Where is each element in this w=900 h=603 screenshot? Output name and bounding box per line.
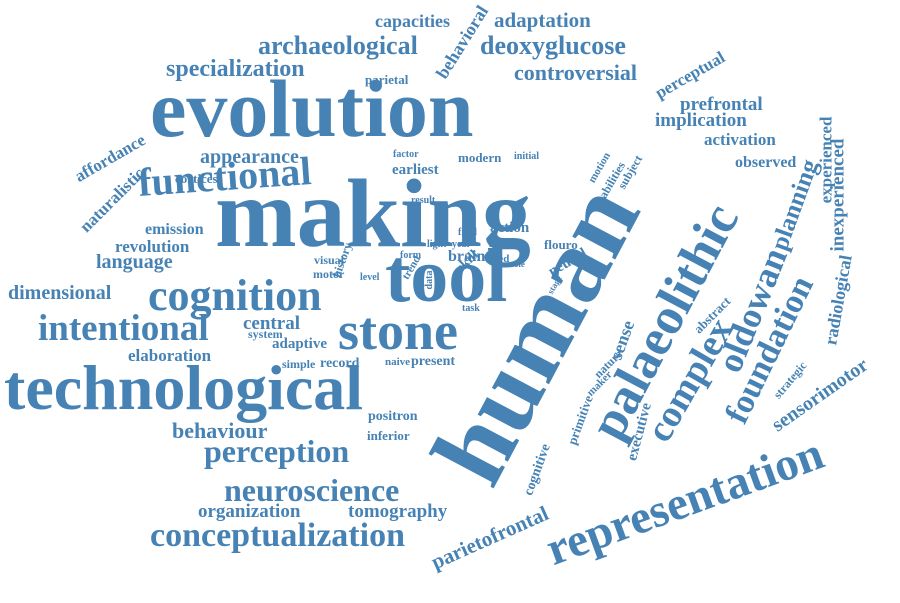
word-specialization: specialization — [166, 56, 305, 82]
word-brain: brain — [448, 248, 486, 265]
word-representation: representation — [539, 427, 831, 576]
word-dimensional: dimensional — [8, 282, 112, 304]
word-stone: stone — [338, 301, 458, 361]
word-data: data — [424, 270, 435, 290]
word-prefrontal: prefrontal — [680, 94, 763, 115]
word-evolution: evolution — [150, 63, 474, 154]
word-technological: technological — [4, 352, 364, 423]
word-flouro: flouro — [544, 237, 578, 252]
word-neuroscience: neuroscience — [224, 472, 400, 508]
word-controversial: controversial — [514, 60, 638, 85]
word-deoxyglucose: deoxyglucose — [480, 31, 626, 60]
word-radiological: radiological — [820, 253, 856, 347]
word-activation: activation — [704, 130, 776, 149]
word-adaptation: adaptation — [494, 8, 591, 32]
word-earliest: earliest — [392, 162, 439, 178]
word-elaboration: elaboration — [128, 346, 212, 365]
word-level: level — [360, 272, 380, 283]
word-simple: simple — [282, 357, 316, 371]
word-system: system — [248, 327, 283, 341]
word-appearance: appearance — [200, 146, 299, 168]
word-capacities: capacities — [375, 11, 450, 31]
word-tomography: tomography — [348, 501, 448, 522]
word-archaeological: archaeological — [258, 31, 418, 60]
word-cortices: cortices — [175, 171, 218, 186]
word-field: field — [458, 227, 477, 238]
word-emission: emission — [145, 221, 204, 238]
word-adaptive: adaptive — [272, 336, 328, 352]
word-result: result — [411, 195, 436, 206]
word-conceptualization: conceptualization — [150, 517, 405, 554]
word-intentional: intentional — [38, 308, 209, 349]
word-revolution: revolution — [115, 237, 190, 256]
word-implication: implication — [655, 110, 747, 131]
word-shed: shed — [488, 253, 510, 265]
word-behaviour: behaviour — [172, 418, 268, 443]
word-perception: perception — [204, 433, 350, 469]
word-task: task — [462, 303, 480, 314]
word-action: action — [490, 220, 530, 236]
word-form: form — [400, 250, 422, 261]
word-parietal: parietal — [365, 72, 409, 87]
word-positron: positron — [368, 409, 418, 424]
word-central: central — [243, 313, 300, 334]
word-cognition: cognition — [148, 271, 322, 320]
word-naive: naive — [385, 356, 411, 368]
word-inexperienced: inexperienced — [827, 138, 849, 252]
word-year: year — [452, 239, 471, 250]
word-making: making — [215, 160, 531, 268]
word-inferior: inferior — [367, 428, 410, 443]
word-tool: tool — [385, 234, 508, 318]
word-modern: modern — [458, 150, 502, 165]
word-factor: factor — [393, 149, 419, 160]
word-record: record — [320, 356, 360, 371]
word-visual: visual — [314, 253, 345, 267]
word-present: present — [411, 354, 456, 369]
word-motor: motor — [313, 267, 345, 281]
word-tracer: tracer — [488, 236, 525, 251]
word-initial: initial — [514, 151, 540, 162]
word-organization: organization — [198, 501, 301, 522]
word-role: role — [510, 259, 525, 269]
word-language: language — [96, 251, 173, 273]
word-observed: observed — [735, 154, 797, 171]
word-light: light — [427, 239, 447, 250]
